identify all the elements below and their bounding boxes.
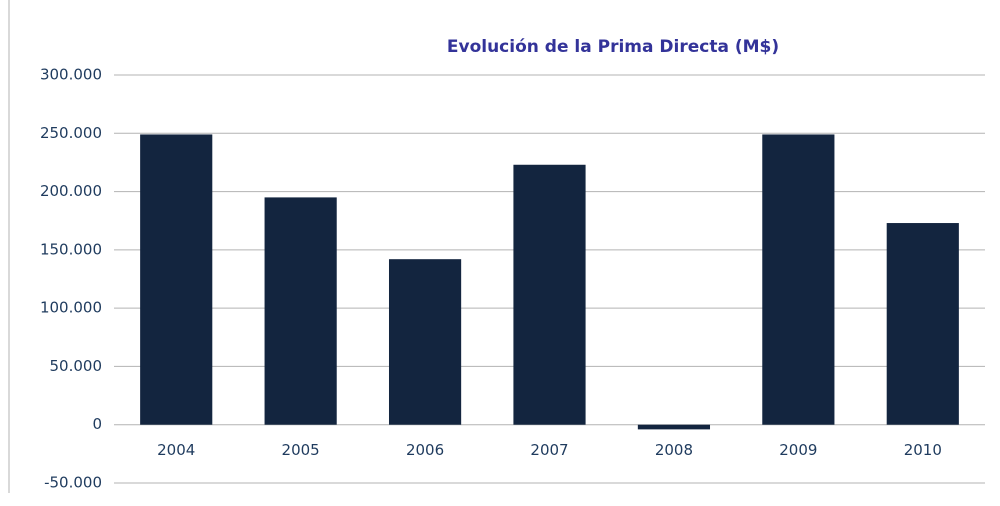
y-tick-label: 50.000 (50, 357, 103, 375)
x-tick-label: 2005 (282, 441, 320, 459)
y-tick-label: 250.000 (40, 124, 102, 142)
bar (140, 134, 213, 425)
x-tick-label: 2009 (779, 441, 817, 459)
bar (886, 223, 959, 425)
bar (637, 424, 711, 430)
bar (264, 197, 337, 425)
x-tick-label: 2008 (655, 441, 693, 459)
x-tick-label: 2010 (904, 441, 942, 459)
y-tick-label: -50.000 (44, 474, 102, 492)
y-tick-label: 150.000 (40, 240, 102, 258)
bar (388, 259, 462, 425)
y-tick-label: 300.000 (40, 66, 102, 84)
x-tick-label: 2007 (530, 441, 568, 459)
bar (762, 134, 835, 425)
y-tick-label: 100.000 (40, 299, 102, 317)
y-tick-label: 200.000 (40, 182, 102, 200)
x-tick-label: 2004 (157, 441, 195, 459)
chart-title: Evolución de la Prima Directa (M$) (447, 37, 779, 57)
x-tick-label: 2006 (406, 441, 444, 459)
y-tick-label: 0 (92, 415, 102, 433)
bar (513, 164, 586, 425)
